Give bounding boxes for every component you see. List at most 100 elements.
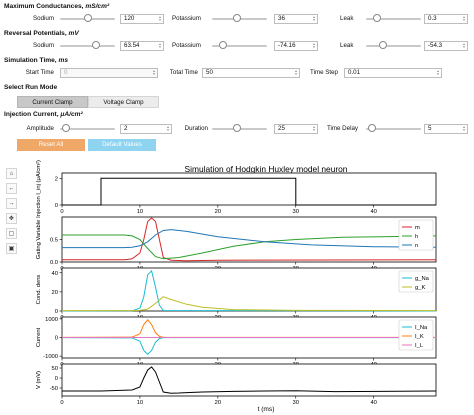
sodium-potential-field[interactable]: 63.54 ▴ ▾ — [120, 41, 164, 51]
leak-potential-slider[interactable] — [366, 41, 421, 51]
leak-conductance-label: Leak — [340, 15, 354, 22]
spinner-icon[interactable]: ▴ ▾ — [463, 15, 465, 22]
slider-knob[interactable] — [378, 41, 387, 49]
slider-knob[interactable] — [367, 124, 376, 132]
series-line-I_K — [61, 319, 436, 338]
y-axis-label: Current — [36, 327, 42, 347]
total-time-label: Total Time — [169, 69, 198, 76]
series-line-g_K — [62, 296, 437, 312]
legend-label: I_K — [415, 334, 424, 340]
spinner-icon[interactable]: ▴ ▾ — [313, 42, 315, 49]
zoom-rect-icon[interactable]: ▢ — [6, 228, 17, 239]
slider-knob[interactable] — [61, 124, 70, 132]
back-arrow-icon[interactable]: ← — [6, 183, 17, 194]
amplitude-field[interactable]: 2 ▴ ▾ — [120, 124, 172, 134]
spinner-icon[interactable]: ▴ ▾ — [313, 15, 315, 22]
duration-label: Duration — [184, 125, 208, 132]
duration-field[interactable]: 25 ▴ ▾ — [274, 124, 318, 134]
spinner-icon[interactable]: ▴ ▾ — [153, 69, 155, 76]
reset-all-button[interactable]: Reset All — [17, 139, 85, 151]
y-tick-label: 0.0 — [50, 260, 58, 266]
potassium-potential-label: Potassium — [172, 42, 201, 49]
x-tick-label: 30 — [293, 209, 299, 215]
plot-panel-frame — [61, 267, 437, 312]
spinner-icon[interactable]: ▴ ▾ — [159, 42, 161, 49]
series-line-I_Na — [61, 337, 436, 355]
series-line-trace — [62, 177, 436, 206]
time-delay-field[interactable]: 5 ▴ ▾ — [424, 124, 468, 134]
x-axis-label: t (ms) — [258, 406, 275, 413]
y-tick-label: 1000 — [45, 317, 58, 323]
x-tick-label: 40 — [370, 400, 376, 406]
y-tick-label: 50 — [52, 366, 58, 372]
legend-label: h — [415, 234, 418, 240]
series-line-h — [62, 234, 437, 260]
y-tick-label: 0 — [55, 336, 58, 342]
sodium-conductance-label: Sodium — [33, 15, 54, 22]
x-tick-label: 0 — [60, 209, 63, 215]
legend-label: m — [415, 225, 420, 231]
y-tick-label: 2 — [55, 176, 58, 182]
run-mode-title: Select Run Mode — [4, 84, 58, 91]
save-icon[interactable]: ▣ — [6, 243, 17, 254]
leak-conductance-field[interactable]: 0.3 ▴ ▾ — [424, 14, 468, 24]
y-tick-label: 20 — [52, 290, 58, 296]
time-step-label: Time Step — [310, 69, 338, 76]
start-time-field[interactable]: 0 ▴ ▾ — [60, 68, 158, 78]
potassium-potential-field[interactable]: -74.16 ▴ ▾ — [274, 41, 318, 51]
spinner-icon[interactable]: ▴ ▾ — [313, 125, 315, 132]
home-icon[interactable]: ⌂ — [6, 168, 17, 179]
slider-knob[interactable] — [373, 14, 381, 22]
pan-icon[interactable]: ✥ — [6, 213, 17, 224]
spinner-icon[interactable]: ▴ ▾ — [159, 15, 161, 22]
potassium-potential-slider[interactable] — [212, 41, 267, 51]
legend-label: n — [415, 243, 418, 249]
potassium-conductance-label: Potassium — [172, 15, 201, 22]
start-time-label: Start Time — [25, 69, 54, 76]
total-time-field[interactable]: 50 ▴ ▾ — [202, 68, 300, 78]
forward-arrow-icon[interactable]: → — [6, 198, 17, 209]
spinner-icon[interactable]: ▴ ▾ — [463, 125, 465, 132]
series-line-trace — [62, 366, 437, 394]
duration-slider[interactable] — [212, 124, 267, 134]
y-tick-label: 0 — [55, 203, 58, 209]
series-line-g_Na — [61, 269, 437, 312]
leak-potential-field[interactable]: -54.3 ▴ ▾ — [424, 41, 468, 51]
spinner-icon[interactable]: ▴ ▾ — [437, 69, 439, 76]
chart-title: Simulation of Hodgkin Huxley model neuro… — [185, 164, 348, 174]
leak-conductance-slider[interactable] — [366, 14, 421, 24]
y-axis-label: Injection I_inj (μA/cm²) — [36, 160, 42, 218]
slider-knob[interactable] — [232, 14, 241, 22]
default-values-button[interactable]: Default Values — [88, 139, 156, 151]
slider-knob[interactable] — [232, 124, 241, 132]
y-tick-label: 0 — [55, 376, 58, 382]
y-tick-label: 40 — [52, 271, 58, 277]
sodium-conductance-slider[interactable] — [60, 14, 115, 24]
sodium-conductance-field[interactable]: 120 ▴ ▾ — [120, 14, 164, 24]
x-tick-label: 10 — [137, 400, 143, 406]
y-tick-label: 0.5 — [50, 238, 58, 244]
slider-knob[interactable] — [91, 41, 100, 49]
x-tick-label: 30 — [293, 400, 299, 406]
slider-knob[interactable] — [83, 14, 92, 22]
voltage-clamp-button[interactable]: Voltage Clamp — [88, 96, 159, 108]
sodium-potential-label: Sodium — [33, 42, 54, 49]
slider-knob[interactable] — [219, 41, 227, 49]
time-step-field[interactable]: 0.01 ▴ ▾ — [344, 68, 442, 78]
time-delay-slider[interactable] — [366, 124, 421, 134]
current-clamp-button[interactable]: Current Clamp — [17, 96, 88, 108]
spinner-icon[interactable]: ▴ ▾ — [167, 125, 169, 132]
spinner-icon[interactable]: ▴ ▾ — [295, 69, 297, 76]
simulation-figure: Simulation of Hodgkin Huxley model neuro… — [36, 160, 437, 413]
y-axis-label: Cond. dens — [36, 275, 42, 305]
leak-potential-label: Leak — [340, 42, 354, 49]
reversal-potentials-title: Reversal Potentials, mV — [4, 30, 79, 37]
potassium-conductance-field[interactable]: 36 ▴ ▾ — [274, 14, 318, 24]
x-tick-label: 10 — [137, 209, 143, 215]
spinner-icon[interactable]: ▴ ▾ — [463, 42, 465, 49]
potassium-conductance-slider[interactable] — [212, 14, 267, 24]
plot-panel-frame — [61, 216, 437, 263]
amplitude-slider[interactable] — [60, 124, 115, 134]
amplitude-label: Amplitude — [26, 125, 54, 132]
sodium-potential-slider[interactable] — [60, 41, 115, 51]
